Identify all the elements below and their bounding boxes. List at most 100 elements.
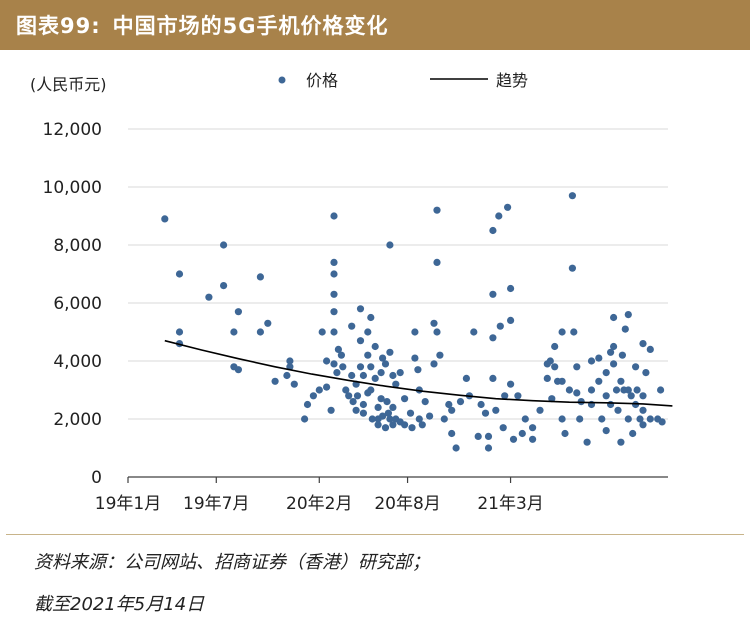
price-point-28 bbox=[330, 258, 338, 266]
price-point-156 bbox=[587, 357, 596, 365]
price-point-35 bbox=[334, 345, 342, 353]
price-point-12 bbox=[256, 328, 264, 336]
price-point-146 bbox=[568, 192, 577, 200]
price-point-60 bbox=[371, 374, 379, 382]
price-point-158 bbox=[595, 354, 603, 362]
price-point-38 bbox=[342, 386, 350, 394]
x-tick-label-3: 20年8月 bbox=[374, 494, 440, 514]
price-point-175 bbox=[624, 311, 632, 319]
price-point-113 bbox=[484, 432, 493, 440]
price-point-15 bbox=[283, 371, 291, 380]
price-point-186 bbox=[639, 406, 647, 414]
price-point-112 bbox=[484, 444, 493, 452]
price-point-91 bbox=[418, 421, 426, 429]
price-point-88 bbox=[414, 366, 422, 374]
price-point-78 bbox=[392, 380, 400, 388]
price-point-147 bbox=[568, 264, 577, 272]
price-point-10 bbox=[234, 308, 242, 316]
price-point-71 bbox=[384, 409, 392, 417]
price-point-144 bbox=[561, 429, 569, 438]
price-point-63 bbox=[374, 421, 382, 429]
price-point-180 bbox=[632, 400, 640, 409]
price-point-174 bbox=[621, 325, 629, 333]
price-point-44 bbox=[352, 406, 360, 414]
price-point-138 bbox=[551, 342, 559, 351]
price-point-66 bbox=[379, 354, 387, 362]
price-point-153 bbox=[583, 438, 591, 446]
price-point-131 bbox=[529, 435, 537, 443]
price-point-160 bbox=[602, 427, 610, 435]
y-tick-label-5: 10,000 bbox=[43, 178, 102, 198]
y-tick-label-4: 8,000 bbox=[53, 236, 102, 256]
price-point-165 bbox=[610, 313, 618, 322]
scatter-chart: (人民币元) 价格 趋势 0 2,000 4,000 6,000 8,000 10,000 12,… bbox=[30, 71, 673, 514]
price-point-0 bbox=[161, 215, 169, 223]
price-point-64 bbox=[377, 369, 385, 377]
price-point-87 bbox=[411, 354, 419, 362]
price-point-100 bbox=[440, 415, 448, 423]
y-tick-label-2: 4,000 bbox=[53, 352, 102, 372]
x-tick-label-4: 21年3月 bbox=[477, 494, 543, 514]
price-point-149 bbox=[573, 363, 581, 371]
price-point-122 bbox=[501, 392, 509, 400]
price-point-14 bbox=[271, 377, 279, 385]
legend-label-trend: 趋势 bbox=[496, 71, 528, 90]
price-point-73 bbox=[386, 348, 394, 356]
price-point-117 bbox=[489, 374, 497, 382]
price-point-185 bbox=[639, 392, 647, 400]
price-point-18 bbox=[290, 380, 298, 388]
legend-label-price: 价格 bbox=[306, 71, 338, 90]
price-point-182 bbox=[633, 386, 641, 394]
price-point-21 bbox=[309, 392, 317, 400]
price-point-104 bbox=[452, 444, 460, 452]
price-point-137 bbox=[548, 395, 556, 403]
price-point-84 bbox=[406, 409, 415, 417]
price-point-121 bbox=[499, 424, 507, 432]
price-point-125 bbox=[507, 316, 515, 324]
price-point-133 bbox=[536, 406, 544, 414]
price-point-2 bbox=[175, 328, 184, 336]
price-point-65 bbox=[377, 395, 385, 403]
price-point-193 bbox=[658, 418, 666, 426]
footer-divider bbox=[6, 534, 744, 535]
price-point-30 bbox=[330, 290, 338, 298]
price-point-183 bbox=[636, 415, 644, 423]
price-point-168 bbox=[612, 386, 621, 394]
price-point-188 bbox=[642, 369, 650, 377]
price-point-49 bbox=[359, 371, 367, 380]
price-point-53 bbox=[364, 351, 372, 359]
legend-marker-price bbox=[278, 76, 286, 84]
price-point-9 bbox=[234, 366, 242, 374]
price-point-159 bbox=[598, 415, 606, 423]
price-point-70 bbox=[383, 398, 391, 406]
price-point-82 bbox=[401, 395, 409, 403]
price-point-172 bbox=[618, 351, 627, 359]
price-point-141 bbox=[558, 328, 566, 336]
price-point-164 bbox=[607, 400, 615, 409]
price-point-23 bbox=[318, 328, 326, 336]
price-point-94 bbox=[430, 319, 438, 327]
price-point-135 bbox=[543, 374, 551, 382]
price-point-33 bbox=[330, 360, 338, 368]
price-point-52 bbox=[364, 328, 372, 336]
price-point-116 bbox=[489, 334, 497, 342]
price-point-76 bbox=[389, 403, 397, 411]
price-point-139 bbox=[551, 363, 559, 371]
price-point-169 bbox=[614, 406, 622, 414]
price-point-103 bbox=[448, 406, 456, 414]
price-point-132 bbox=[529, 424, 537, 432]
price-point-48 bbox=[356, 363, 365, 371]
price-point-13 bbox=[264, 319, 272, 327]
price-point-150 bbox=[573, 389, 581, 397]
price-point-4 bbox=[205, 293, 213, 301]
price-point-170 bbox=[617, 438, 625, 446]
price-point-6 bbox=[220, 282, 228, 290]
price-point-106 bbox=[462, 374, 470, 382]
x-tick-label-1: 19年7月 bbox=[183, 494, 249, 514]
price-point-59 bbox=[371, 342, 379, 351]
price-point-85 bbox=[408, 424, 416, 432]
price-point-167 bbox=[610, 360, 618, 368]
price-point-162 bbox=[602, 369, 610, 377]
price-point-50 bbox=[359, 400, 367, 409]
price-point-69 bbox=[381, 424, 390, 432]
